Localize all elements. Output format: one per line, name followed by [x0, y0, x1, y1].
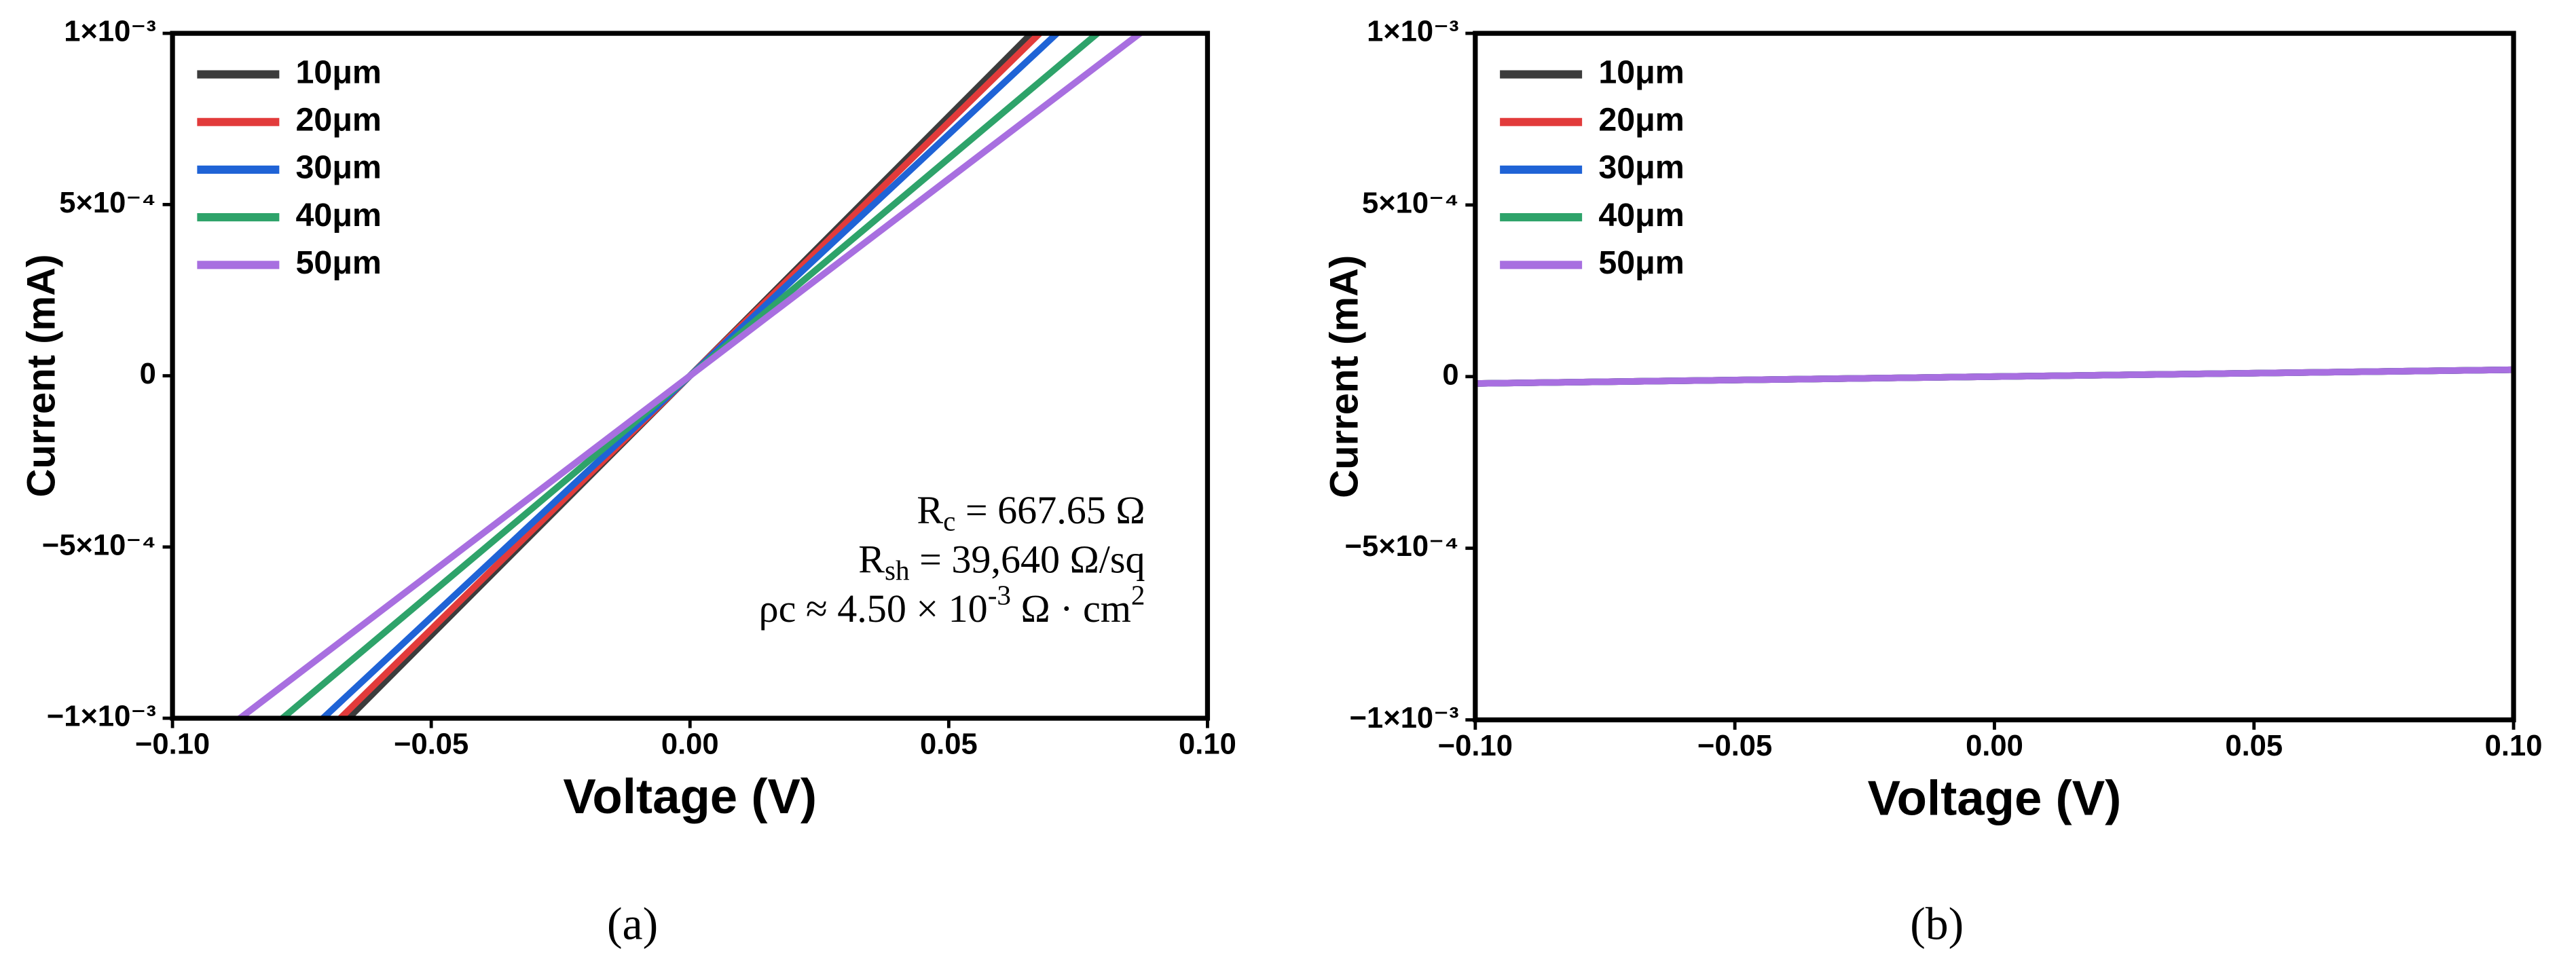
x-tick-label: 0.10: [1179, 728, 1236, 761]
panel-caption: (b): [1910, 898, 1964, 949]
legend-label: 40μm: [1598, 197, 1684, 234]
y-axis-title: Current (mA): [1322, 255, 1366, 498]
y-tick-label: −5×10⁻⁴: [42, 529, 156, 561]
annotation: ρc ≈ 4.50 × 10-3 Ω · cm2: [759, 580, 1145, 631]
x-tick-label: 0.00: [1966, 730, 2023, 762]
x-tick-label: −0.05: [1697, 730, 1772, 762]
legend-label: 10μm: [296, 54, 382, 90]
x-tick-label: 0.00: [661, 728, 719, 761]
x-axis-title: Voltage (V): [563, 769, 817, 824]
series-line: [1475, 366, 2514, 387]
annotation-part: 2: [1131, 580, 1145, 611]
legend-label: 20μm: [1598, 102, 1684, 138]
legend-label: 30μm: [296, 149, 382, 186]
legend-label: 50μm: [1598, 244, 1684, 281]
y-tick-label: 1×10⁻³: [64, 16, 156, 48]
x-tick-label: 0.10: [2485, 730, 2543, 762]
annotation-part: -3: [988, 580, 1011, 611]
series-line: [234, 33, 1146, 719]
annotation-part: R: [917, 488, 943, 532]
x-tick-label: −0.10: [135, 728, 210, 761]
annotation-part: = 39,640 Ω/sq: [910, 538, 1145, 582]
annotation: Rsh = 39,640 Ω/sq: [858, 538, 1145, 586]
annotation-part: sh: [885, 555, 910, 586]
y-tick-label: −1×10⁻³: [1350, 702, 1459, 734]
legend-label: 50μm: [296, 244, 382, 281]
y-tick-label: −5×10⁻⁴: [1345, 530, 1459, 563]
annotation-part: Ω · cm: [1011, 587, 1131, 631]
annotation-part: c: [943, 506, 955, 537]
x-tick-label: 0.05: [920, 728, 978, 761]
y-tick-label: 0: [1442, 358, 1458, 391]
annotation-part: = 667.65 Ω: [955, 488, 1145, 532]
annotation-part: R: [858, 538, 885, 582]
y-tick-label: −1×10⁻³: [47, 701, 156, 733]
legend-label: 10μm: [1598, 54, 1684, 90]
y-tick-label: 1×10⁻³: [1367, 16, 1459, 48]
panel-caption: (a): [607, 898, 658, 949]
y-tick-label: 5×10⁻⁴: [59, 187, 156, 219]
annotation: Rc = 667.65 Ω: [917, 488, 1145, 537]
x-tick-label: −0.10: [1438, 730, 1513, 762]
legend-label: 20μm: [296, 102, 382, 138]
legend-label: 40μm: [296, 197, 382, 234]
y-axis-title: Current (mA): [20, 255, 64, 498]
x-tick-label: 0.05: [2225, 730, 2283, 762]
annotation-part: ρc ≈ 4.50 × 10: [759, 587, 988, 631]
legend-label: 30μm: [1598, 149, 1684, 186]
x-axis-title: Voltage (V): [1868, 771, 2122, 826]
y-tick-label: 5×10⁻⁴: [1362, 187, 1459, 219]
y-tick-label: 0: [140, 358, 156, 390]
x-tick-label: −0.05: [394, 728, 468, 761]
